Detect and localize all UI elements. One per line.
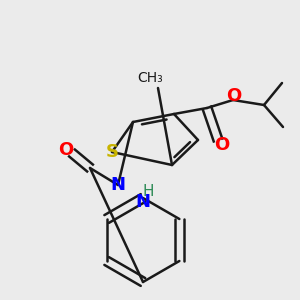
- Text: O: O: [214, 136, 230, 154]
- Text: N: N: [136, 193, 151, 211]
- Text: H: H: [142, 184, 154, 200]
- Text: CH₃: CH₃: [137, 71, 163, 85]
- Text: N: N: [110, 176, 125, 194]
- Text: O: O: [58, 141, 74, 159]
- Text: O: O: [226, 87, 242, 105]
- Text: S: S: [106, 143, 118, 161]
